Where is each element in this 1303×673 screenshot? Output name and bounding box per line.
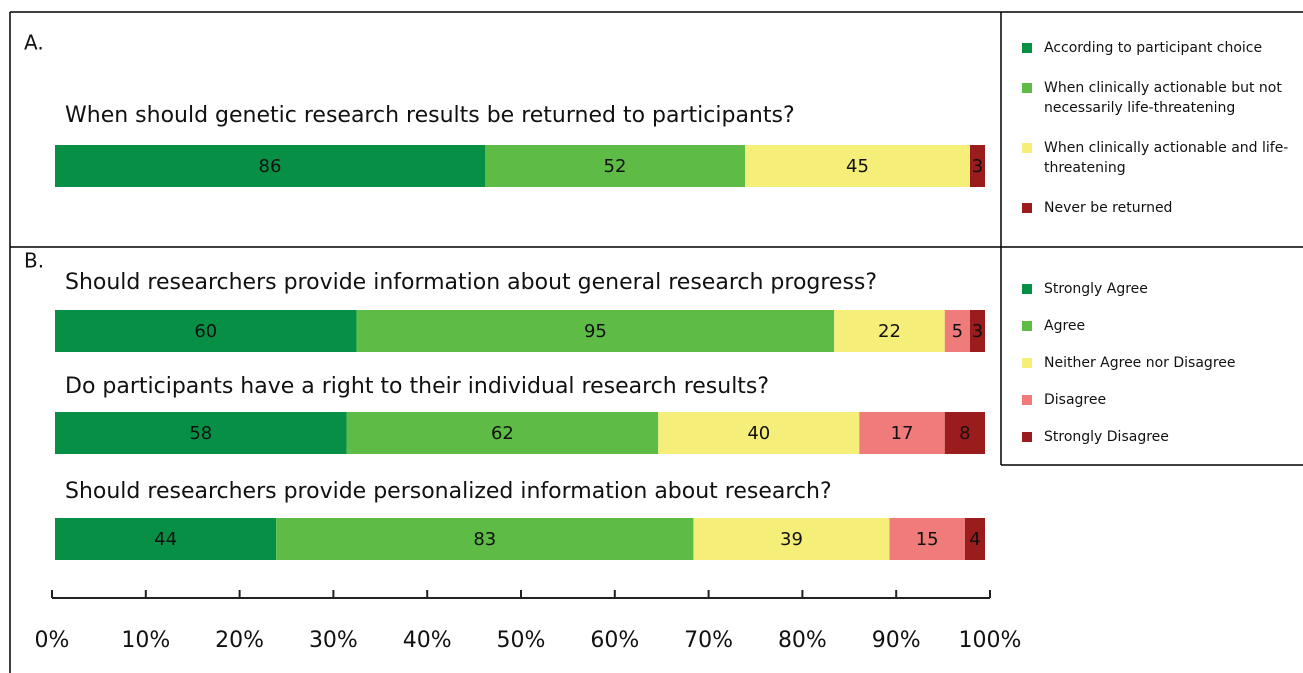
- legend-label: Strongly Agree: [1044, 281, 1148, 297]
- bar-segment: [693, 518, 890, 560]
- legend-label: Neither Agree nor Disagree: [1044, 355, 1236, 371]
- data-label: 39: [780, 529, 803, 550]
- x-tick-label: 80%: [778, 628, 827, 653]
- legend-swatch: [1022, 143, 1032, 153]
- data-label: 60: [194, 321, 217, 342]
- data-label: 86: [259, 156, 282, 177]
- bar-segment: [944, 412, 985, 454]
- legend-item: When clinically actionable and life-thre…: [1022, 138, 1297, 178]
- bar-segment: [859, 412, 945, 454]
- data-label: 5: [952, 321, 963, 342]
- legend-swatch: [1022, 284, 1032, 294]
- bar-segment: [55, 145, 485, 187]
- x-tick-label: 60%: [590, 628, 639, 653]
- data-label: 45: [846, 156, 869, 177]
- x-tick-label: 50%: [497, 628, 546, 653]
- bar-segment: [834, 310, 945, 352]
- legend-swatch: [1022, 358, 1032, 368]
- question: Should researchers provide information a…: [65, 270, 877, 295]
- data-label: 22: [878, 321, 901, 342]
- panel-label: A.: [24, 31, 44, 55]
- data-label: 44: [154, 529, 177, 550]
- legend-label: Never be returned: [1044, 200, 1173, 216]
- bar-segment: [276, 518, 694, 560]
- data-label: 4: [969, 529, 980, 550]
- legend-item: Strongly Disagree: [1022, 427, 1297, 447]
- bar-segment: [356, 310, 835, 352]
- legend-swatch: [1022, 43, 1032, 53]
- data-label: 8: [959, 423, 970, 444]
- question: Do participants have a right to their in…: [65, 374, 769, 399]
- bar-segment: [485, 145, 745, 187]
- data-label: 17: [891, 423, 914, 444]
- x-tick-label: 30%: [309, 628, 358, 653]
- x-tick-label: 70%: [684, 628, 733, 653]
- x-tick-label: 40%: [403, 628, 452, 653]
- data-label: 62: [491, 423, 514, 444]
- legend-swatch: [1022, 83, 1032, 93]
- legend-item: Disagree: [1022, 390, 1297, 410]
- legend-label: Agree: [1044, 318, 1086, 334]
- question: When should genetic research results be …: [65, 103, 795, 128]
- bar-segment: [658, 412, 860, 454]
- legend: According to participant choice When clin…: [1022, 38, 1297, 218]
- legend-swatch: [1022, 203, 1032, 213]
- x-tick-label: 20%: [215, 628, 264, 653]
- legend-item: Never be returned: [1022, 198, 1297, 218]
- bar-segment: [944, 310, 970, 352]
- x-tick-label: 100%: [959, 628, 1022, 653]
- bar-segment: [55, 310, 357, 352]
- legend-label: According to participant choice: [1044, 40, 1263, 56]
- data-label: 83: [473, 529, 496, 550]
- data-label: 3: [972, 321, 983, 342]
- data-label: 15: [916, 529, 939, 550]
- data-label: 58: [189, 423, 212, 444]
- data-label: 3: [972, 156, 983, 177]
- legend-swatch: [1022, 395, 1032, 405]
- bar-segment: [969, 310, 985, 352]
- bar-segment: [970, 145, 985, 187]
- legend-item: According to participant choice: [1022, 38, 1297, 58]
- legend-item: Strongly Agree: [1022, 279, 1297, 299]
- x-tick-label: 0%: [35, 628, 70, 653]
- data-label: 52: [604, 156, 627, 177]
- data-label: 40: [747, 423, 770, 444]
- legend-item: Agree: [1022, 316, 1297, 336]
- bar-segment: [55, 518, 277, 560]
- x-tick-label: 10%: [121, 628, 170, 653]
- bar-segment: [346, 412, 659, 454]
- legend-label: Disagree: [1044, 392, 1107, 408]
- legend: Strongly Agree Agree Neither Agree nor Dis…: [1022, 279, 1297, 447]
- bar-segment: [55, 412, 347, 454]
- panel-label: B.: [24, 249, 44, 273]
- question: Should researchers provide personalized …: [65, 479, 832, 504]
- bar-segment: [745, 145, 970, 187]
- bar-segment: [964, 518, 985, 560]
- legend-label: Strongly Disagree: [1044, 429, 1169, 445]
- legend-label: When clinically actionable and life-thre…: [1044, 140, 1289, 176]
- bar-segment: [889, 518, 965, 560]
- legend-item: Neither Agree nor Disagree: [1022, 353, 1297, 373]
- legend-swatch: [1022, 321, 1032, 331]
- legend-label: When clinically actionable but not neces…: [1044, 80, 1282, 116]
- legend-swatch: [1022, 432, 1032, 442]
- x-tick-label: 90%: [872, 628, 921, 653]
- data-label: 95: [584, 321, 607, 342]
- legend-item: When clinically actionable but not neces…: [1022, 78, 1297, 118]
